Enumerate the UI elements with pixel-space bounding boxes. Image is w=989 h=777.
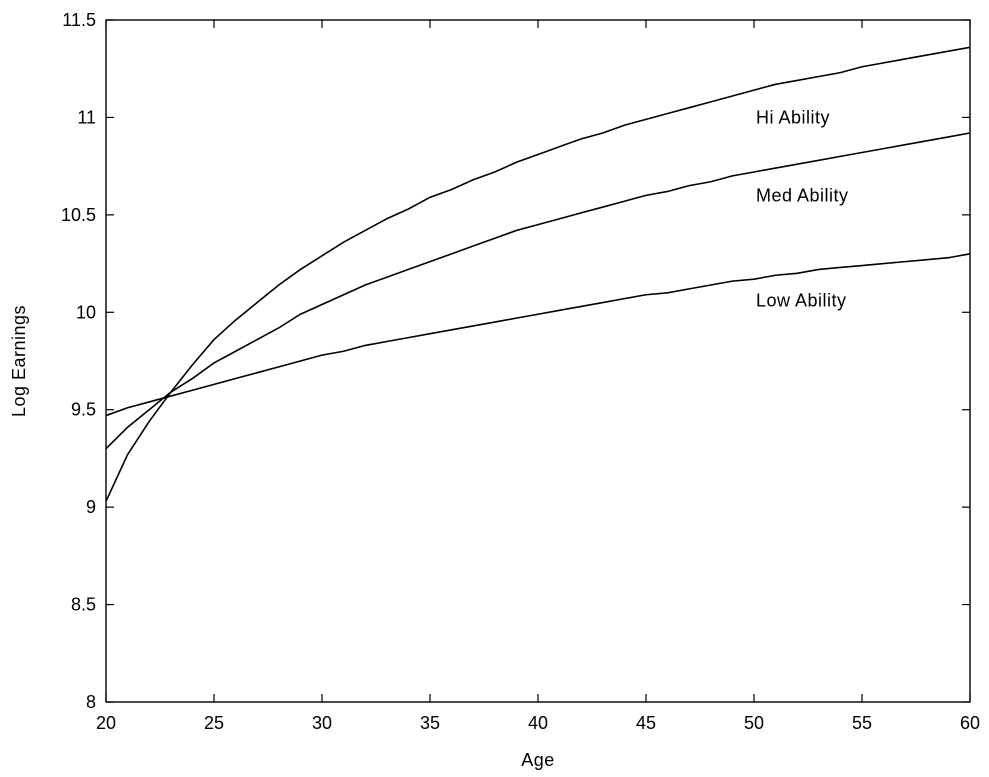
x-tick-label: 35: [420, 713, 440, 733]
x-tick-label: 50: [744, 713, 764, 733]
y-tick-label: 11: [77, 107, 96, 127]
y-tick-label: 10.5: [61, 205, 96, 225]
series-label-hi-ability: Hi Ability: [756, 107, 830, 127]
y-tick-label: 9: [86, 497, 96, 517]
x-tick-label: 20: [96, 713, 116, 733]
x-tick-label: 25: [204, 713, 224, 733]
y-axis-title: Log Earnings: [9, 305, 29, 417]
y-tick-label: 8: [86, 692, 96, 712]
x-tick-label: 45: [636, 713, 656, 733]
x-tick-label: 60: [960, 713, 980, 733]
series-lines: [105, 46, 971, 502]
x-tick-labels: 20 25 30 35 40 45 50 55 60: [96, 713, 980, 733]
series-line-hi-ability: [105, 46, 971, 502]
x-tick-label: 30: [312, 713, 332, 733]
series-line-med-ability: [105, 132, 971, 450]
y-tick-labels: 8 8.5 9 9.5 10 10.5 11 11.5: [61, 10, 96, 712]
series-labels: Hi Ability Med Ability Low Ability: [756, 107, 849, 311]
series-line-low-ability: [105, 253, 971, 417]
axis-ticks: [105, 19, 971, 703]
y-tick-label: 11.5: [62, 10, 96, 30]
plot-frame: [105, 19, 971, 703]
y-tick-label: 8.5: [71, 595, 96, 615]
x-tick-label: 40: [528, 713, 548, 733]
series-label-med-ability: Med Ability: [756, 185, 849, 205]
x-axis-title: Age: [521, 750, 555, 770]
y-tick-label: 9.5: [71, 400, 96, 420]
series-label-low-ability: Low Ability: [756, 291, 847, 311]
y-tick-label: 10: [76, 302, 96, 322]
x-tick-label: 55: [852, 713, 872, 733]
